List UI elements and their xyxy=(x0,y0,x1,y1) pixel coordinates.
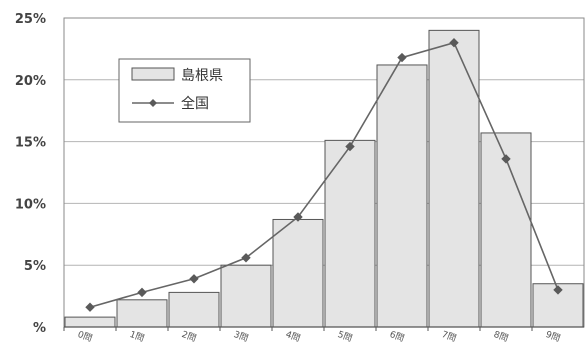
bar-島根県 xyxy=(64,316,116,328)
x-tick-label: 5問 xyxy=(336,329,354,344)
y-tick-label: 20% xyxy=(15,74,46,89)
x-tick-label: 7問 xyxy=(440,329,458,344)
x-tick-label: 2問 xyxy=(180,329,198,344)
line-point xyxy=(293,212,303,222)
line-point xyxy=(241,253,251,263)
bar-島根県 xyxy=(324,139,376,328)
legend-label-line: 全国 xyxy=(181,95,209,112)
line-point xyxy=(345,141,355,152)
x-tick-label: 0問 xyxy=(76,329,94,344)
x-tick-label: 3問 xyxy=(232,329,250,344)
line-point xyxy=(189,274,199,284)
line-point xyxy=(553,285,563,295)
line-全国 xyxy=(89,41,559,308)
bar-島根県 xyxy=(272,218,324,328)
line-point xyxy=(85,302,95,312)
legend-swatch-bar xyxy=(131,67,175,81)
bar-島根県 xyxy=(376,64,428,328)
x-tick-label: 4問 xyxy=(284,329,302,344)
legend-marker xyxy=(149,99,157,107)
line-point xyxy=(501,154,511,164)
y-tick-label: 5% xyxy=(24,259,46,274)
y-tick-label: 10% xyxy=(15,197,46,212)
y-tick-label: % xyxy=(33,321,46,336)
x-tick-label: 6問 xyxy=(388,329,406,344)
bar-島根県 xyxy=(168,291,220,328)
x-tick-label: 8問 xyxy=(492,329,510,344)
legend-label-bar: 島根県 xyxy=(181,68,223,84)
line-point xyxy=(397,52,407,63)
line-point xyxy=(137,287,147,298)
bar-島根県 xyxy=(116,299,168,328)
y-tick-label: 15% xyxy=(15,136,46,151)
y-tick-label: 25% xyxy=(15,12,46,27)
line-point xyxy=(449,38,459,48)
bar-島根県 xyxy=(428,29,480,328)
x-tick-label: 9問 xyxy=(544,329,562,344)
bar-島根県 xyxy=(480,132,532,328)
bar-島根県 xyxy=(220,264,272,328)
x-tick-label: 1問 xyxy=(128,329,146,344)
